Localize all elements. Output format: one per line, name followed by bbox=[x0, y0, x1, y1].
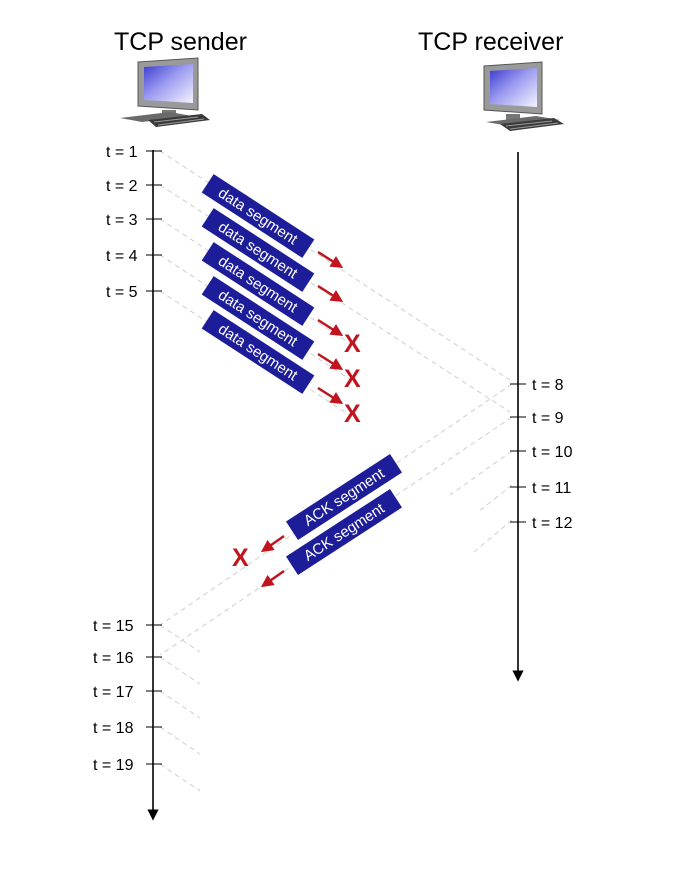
sender-tick-marks bbox=[146, 150, 162, 765]
tick-label: t = 3 bbox=[106, 212, 138, 229]
sender-tick-labels: t = 1 t = 2 t = 3 t = 4 t = 5 t = 15 t =… bbox=[93, 144, 138, 774]
computer-icon bbox=[120, 57, 210, 127]
receiver-tick-labels: t = 8 t = 9 t = 10 t = 11 t = 12 bbox=[532, 377, 573, 532]
loss-marker: X bbox=[344, 365, 361, 393]
data-direction-arrows bbox=[317, 250, 344, 405]
tick-label: t = 12 bbox=[532, 515, 573, 532]
ack-propagation-paths bbox=[159, 383, 513, 656]
tick-label: t = 1 bbox=[106, 144, 138, 161]
tick-label: t = 10 bbox=[532, 444, 573, 461]
loss-marker: X bbox=[232, 544, 249, 572]
sender-title: TCP sender bbox=[114, 28, 247, 56]
tick-label: t = 4 bbox=[106, 248, 138, 265]
tick-label: t = 11 bbox=[532, 480, 571, 497]
loss-marker: X bbox=[344, 330, 361, 358]
tick-label: t = 9 bbox=[532, 410, 564, 427]
computer-icon bbox=[483, 61, 564, 131]
ack-direction-arrows bbox=[260, 534, 285, 588]
tick-label: t = 18 bbox=[93, 720, 134, 737]
tick-label: t = 5 bbox=[106, 284, 138, 301]
loss-marker: X bbox=[344, 400, 361, 428]
tick-label: t = 15 bbox=[93, 618, 134, 635]
tick-label: t = 17 bbox=[93, 684, 134, 701]
tick-label: t = 2 bbox=[106, 178, 138, 195]
sender-continuation-paths bbox=[159, 624, 201, 792]
tick-label: t = 8 bbox=[532, 377, 564, 394]
tick-label: t = 19 bbox=[93, 757, 134, 774]
tick-label: t = 16 bbox=[93, 650, 134, 667]
receiver-title: TCP receiver bbox=[418, 28, 563, 56]
receiver-tick-marks bbox=[510, 383, 526, 523]
